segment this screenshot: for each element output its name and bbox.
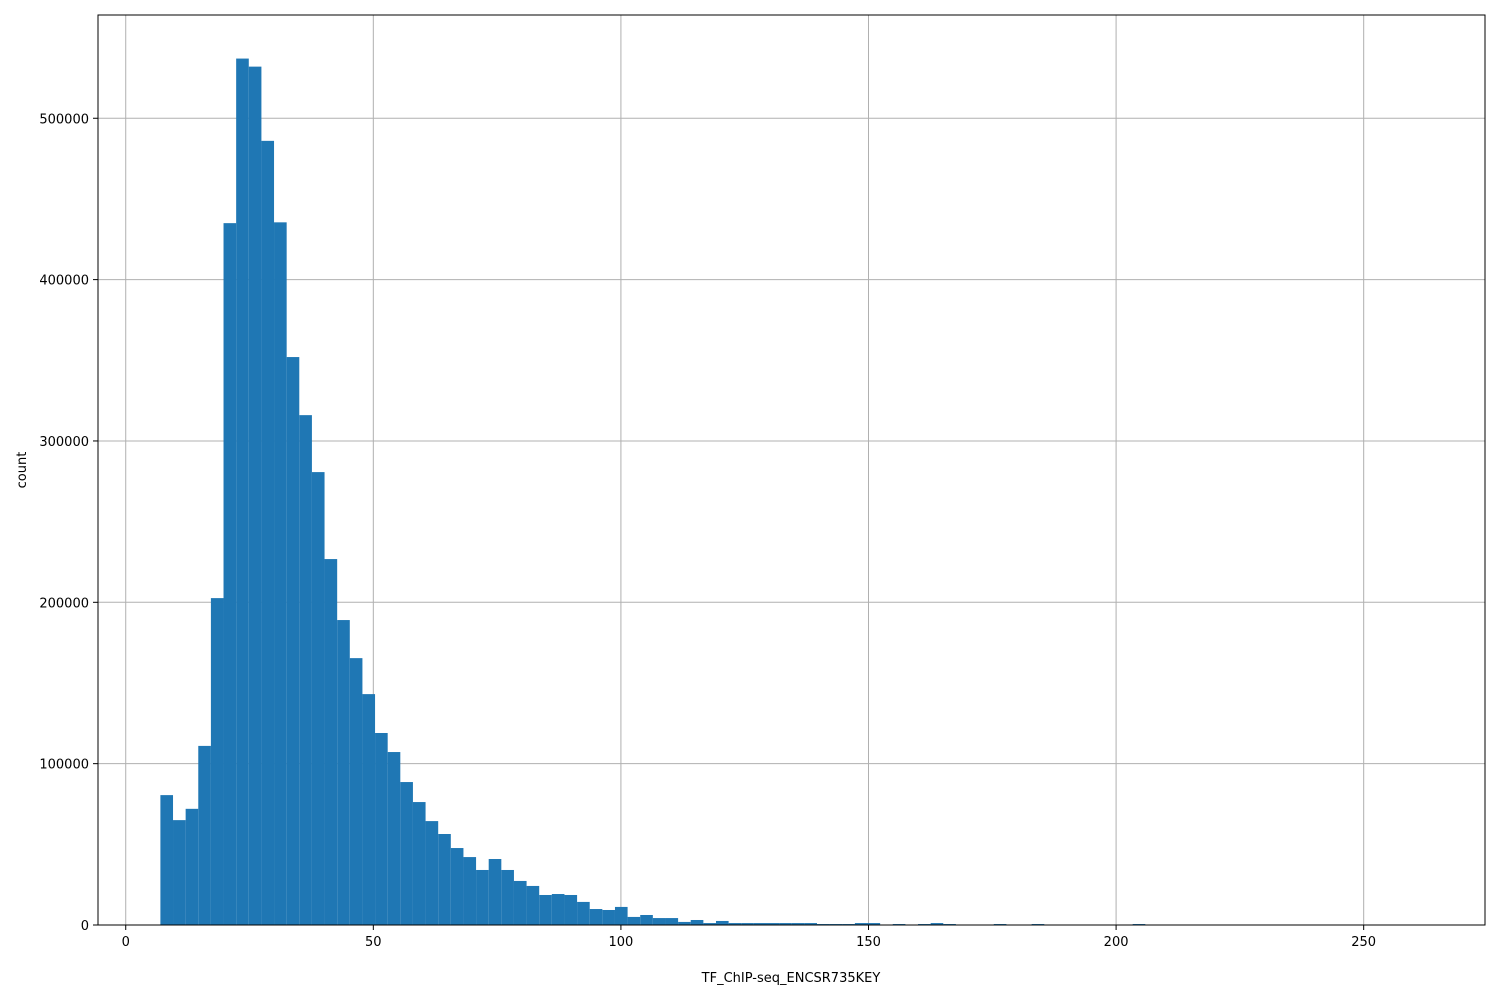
histogram-bar — [160, 795, 174, 925]
histogram-bar — [766, 923, 780, 925]
histogram-bar — [589, 909, 603, 925]
histogram-bar — [274, 222, 287, 926]
histogram-bar — [337, 620, 350, 925]
histogram-bar — [311, 472, 325, 925]
histogram-bar — [551, 894, 565, 925]
histogram-bar — [703, 923, 716, 925]
histogram-bar — [400, 782, 413, 925]
histogram-bar — [324, 559, 338, 925]
x-tick-label: 50 — [365, 935, 382, 950]
histogram-bar — [438, 834, 451, 925]
histogram-bar — [779, 923, 792, 925]
histogram-bar — [791, 923, 805, 925]
histogram-bar — [539, 894, 552, 925]
histogram-bar — [854, 923, 868, 925]
y-axis-label: count — [15, 452, 30, 489]
bars — [160, 58, 1146, 926]
y-axis: 0 100000 200000 300000 400000 500000 — [39, 112, 98, 934]
histogram-bar — [614, 906, 628, 925]
histogram-bar — [867, 923, 881, 925]
histogram-bar — [425, 821, 439, 925]
histogram-bar — [412, 802, 426, 925]
histogram-bar — [299, 415, 312, 925]
histogram-bar — [387, 752, 401, 925]
x-tick-label: 150 — [856, 935, 881, 950]
histogram-bar — [261, 140, 275, 925]
histogram-bar — [375, 732, 388, 925]
x-axis-label: TF_ChIP-seq_ENCSR735KEY — [701, 971, 881, 986]
histogram-bar — [223, 223, 237, 925]
histogram-bar — [602, 909, 615, 925]
histogram-bar — [488, 859, 502, 925]
y-tick-label: 300000 — [39, 435, 89, 450]
histogram-bar — [577, 901, 590, 925]
x-tick-label: 100 — [608, 935, 633, 950]
histogram-bar — [741, 923, 754, 925]
histogram-bar — [627, 916, 641, 925]
y-tick-label: 200000 — [39, 596, 89, 611]
histogram-bar — [210, 598, 224, 925]
histogram-bar — [804, 923, 818, 925]
x-tick-label: 200 — [1104, 935, 1129, 950]
histogram-bar — [526, 885, 540, 925]
histogram-bar — [463, 857, 477, 925]
histogram-bar — [501, 869, 514, 925]
y-tick-label: 100000 — [39, 758, 89, 773]
histogram-bar — [198, 745, 211, 925]
histogram-bar — [513, 880, 527, 925]
histogram-bar — [185, 808, 199, 925]
histogram-bar — [715, 920, 729, 925]
histogram-bar — [564, 894, 578, 925]
y-tick-label: 0 — [81, 919, 89, 934]
histogram-bar — [728, 923, 742, 925]
x-tick-label: 250 — [1351, 935, 1376, 950]
histogram-bar — [665, 918, 679, 925]
histogram-bar — [248, 66, 262, 925]
histogram-bar — [930, 923, 944, 925]
histogram-bar — [640, 914, 653, 925]
histogram-bar — [690, 919, 704, 925]
histogram-bar — [173, 820, 186, 925]
x-axis: 0 50 100 150 200 250 — [122, 925, 1376, 950]
histogram-bar — [753, 923, 767, 925]
histogram-bar — [476, 869, 489, 925]
histogram-bar — [450, 848, 464, 925]
y-tick-label: 500000 — [39, 112, 89, 127]
y-tick-label: 400000 — [39, 274, 89, 289]
histogram-bar — [362, 694, 376, 925]
histogram-bar — [286, 357, 300, 925]
histogram-bar — [652, 918, 666, 925]
plot-frame — [97, 14, 1486, 926]
histogram-bar — [349, 658, 363, 925]
histogram-bar — [678, 921, 691, 925]
histogram-bar — [236, 58, 249, 925]
x-tick-label: 0 — [122, 935, 130, 950]
